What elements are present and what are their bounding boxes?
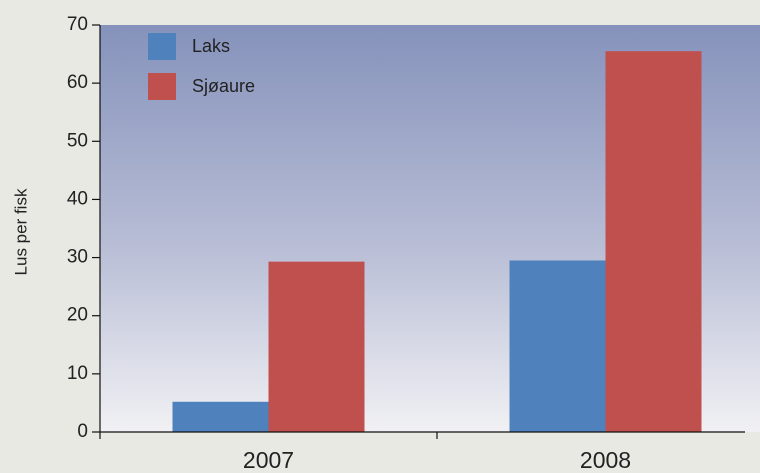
y-tick-label: 30 [67, 247, 88, 268]
bar [172, 401, 269, 432]
y-tick-label: 40 [67, 188, 88, 209]
y-tick-label: 20 [67, 305, 88, 326]
legend-swatch [148, 73, 176, 100]
x-tick-label: 2007 [243, 447, 294, 473]
bar [605, 51, 702, 433]
bar [268, 261, 365, 432]
y-tick-label: 0 [77, 421, 88, 442]
y-axis-label: Lus per fisk [11, 188, 30, 275]
y-tick-label: 60 [67, 72, 88, 93]
y-tick-label: 50 [67, 130, 88, 151]
legend-label: Sjøaure [192, 76, 255, 96]
legend-label: Laks [192, 36, 230, 56]
y-tick-label: 10 [67, 363, 88, 384]
x-tick-label: 2008 [580, 447, 631, 473]
legend-swatch [148, 33, 176, 60]
y-tick-label: 70 [67, 14, 88, 35]
bar [509, 260, 606, 432]
